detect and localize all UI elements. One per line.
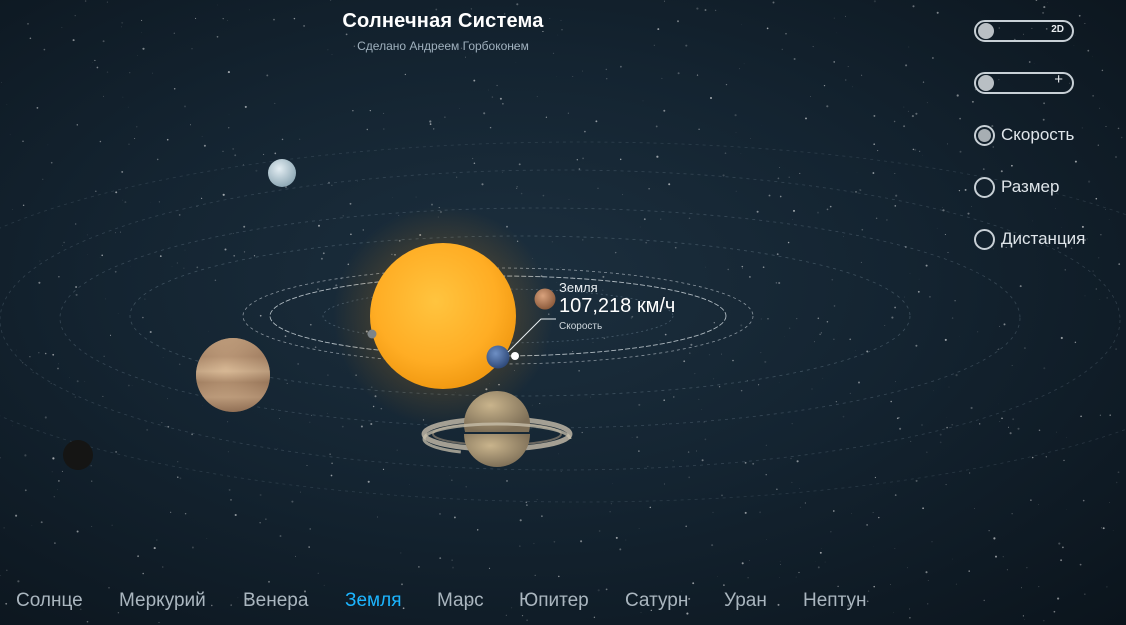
- view-mode-label: 2D: [1051, 24, 1064, 35]
- radio-circle[interactable]: [974, 176, 995, 198]
- radio-circle[interactable]: [974, 228, 995, 250]
- info-planet-name: Земля: [559, 280, 598, 295]
- uranus-planet[interactable]: [268, 159, 296, 187]
- nav-item-jupiter[interactable]: Юпитер: [519, 590, 589, 611]
- page-title: Солнечная Система: [342, 10, 544, 32]
- toggle-knob: [978, 75, 994, 91]
- jupiter-planet[interactable]: [196, 338, 270, 412]
- nav-item-mercury[interactable]: Меркурий: [119, 590, 206, 611]
- option-speed-radio[interactable]: Скорость: [974, 122, 1074, 148]
- info-value: 107,218 км/ч: [559, 295, 676, 317]
- moon: [511, 352, 519, 360]
- header: Солнечная Система Сделано Андреем Горбок…: [0, 10, 886, 53]
- page-subtitle: Сделано Андреем Горбоконем: [357, 39, 529, 53]
- info-metric-label: Скорость: [559, 321, 603, 332]
- plus-icon: +: [1054, 71, 1063, 88]
- mars-planet[interactable]: [534, 288, 556, 310]
- option-size-label: Размер: [1001, 177, 1060, 196]
- nav-item-neptune[interactable]: Нептун: [803, 590, 867, 611]
- nav-item-uranus[interactable]: Уран: [724, 590, 767, 611]
- nav-item-mars[interactable]: Марс: [437, 590, 484, 611]
- nav-item-earth[interactable]: Земля: [345, 590, 402, 611]
- earth-planet[interactable]: [486, 345, 510, 369]
- planet-nav: Солнце Меркурий Венера Земля Марс Юпитер…: [0, 590, 1126, 620]
- nav-item-venus[interactable]: Венера: [243, 590, 309, 611]
- view-mode-toggle[interactable]: 2D: [974, 20, 1074, 42]
- zoom-toggle[interactable]: +: [974, 71, 1074, 94]
- nav-item-saturn[interactable]: Сатурн: [625, 590, 689, 611]
- nav-item-sun[interactable]: Солнце: [16, 590, 83, 611]
- toggle-knob: [978, 23, 994, 39]
- mercury-planet[interactable]: [367, 329, 377, 339]
- info-leader-line: [507, 318, 556, 353]
- saturn-planet[interactable]: [421, 390, 573, 467]
- radio-circle-selected[interactable]: [974, 124, 995, 146]
- option-size-radio[interactable]: Размер: [974, 174, 1059, 200]
- option-speed-label: Скорость: [1001, 125, 1075, 144]
- option-distance-radio[interactable]: Дистанция: [974, 226, 1085, 252]
- neptune-planet[interactable]: [63, 440, 93, 470]
- sun[interactable]: [370, 243, 516, 389]
- planet-info-panel: Земля 107,218 км/ч Скорость: [559, 280, 675, 332]
- option-distance-label: Дистанция: [1001, 229, 1086, 248]
